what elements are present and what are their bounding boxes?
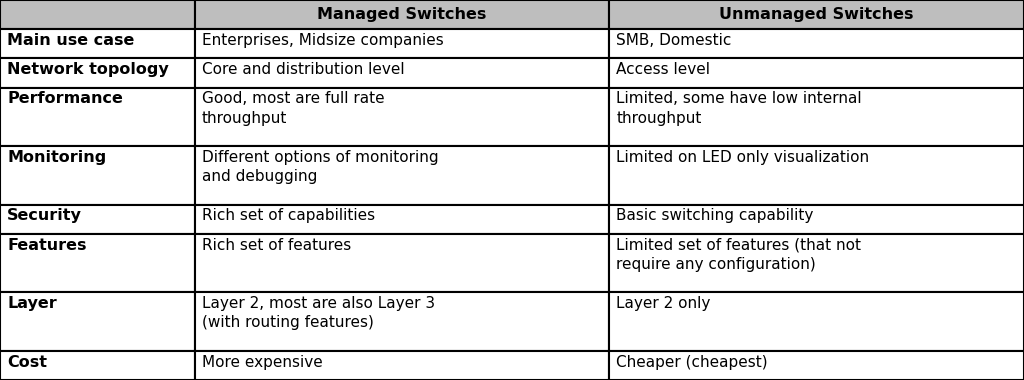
Text: Network topology: Network topology [7,62,169,77]
Text: Main use case: Main use case [7,33,134,48]
Bar [609,292,1024,351]
Text: Enterprises, Midsize companies: Enterprises, Midsize companies [202,33,443,48]
Bar [0,0,195,29]
Bar [0,234,195,292]
Text: Different options of monitoring
and debugging: Different options of monitoring and debu… [202,150,438,184]
Text: Layer: Layer [7,296,57,311]
Text: More expensive: More expensive [202,355,323,370]
Text: SMB, Domestic: SMB, Domestic [616,33,732,48]
Text: Layer 2 only: Layer 2 only [616,296,711,311]
Bar [0,59,195,88]
Bar [0,351,195,380]
Bar [195,29,609,59]
Bar [0,204,195,234]
Text: Basic switching capability: Basic switching capability [616,208,814,223]
Text: Managed Switches: Managed Switches [317,7,486,22]
Text: Rich set of capabilities: Rich set of capabilities [202,208,375,223]
Text: Limited, some have low internal
throughput: Limited, some have low internal throughp… [616,92,862,126]
Text: Features: Features [7,238,87,253]
Text: Performance: Performance [7,92,123,106]
Bar [195,59,609,88]
Text: Core and distribution level: Core and distribution level [202,62,404,77]
Text: Limited set of features (that not
require any configuration): Limited set of features (that not requir… [616,238,861,272]
Bar [609,204,1024,234]
Bar [195,351,609,380]
Text: Good, most are full rate
throughput: Good, most are full rate throughput [202,92,384,126]
Bar [0,292,195,351]
Bar [195,292,609,351]
Text: Cost: Cost [7,355,47,370]
Text: Layer 2, most are also Layer 3
(with routing features): Layer 2, most are also Layer 3 (with rou… [202,296,435,330]
Bar [609,88,1024,146]
Bar [195,0,609,29]
Bar [609,29,1024,59]
Bar [0,88,195,146]
Text: Cheaper (cheapest): Cheaper (cheapest) [616,355,768,370]
Bar [609,59,1024,88]
Text: Monitoring: Monitoring [7,150,106,165]
Bar [195,88,609,146]
Bar [195,234,609,292]
Text: Unmanaged Switches: Unmanaged Switches [720,7,913,22]
Bar [195,204,609,234]
Bar [609,146,1024,204]
Text: Limited on LED only visualization: Limited on LED only visualization [616,150,869,165]
Bar [609,234,1024,292]
Bar [0,146,195,204]
Bar [195,146,609,204]
Text: Rich set of features: Rich set of features [202,238,351,253]
Text: Access level: Access level [616,62,711,77]
Bar [609,351,1024,380]
Bar [609,0,1024,29]
Bar [0,29,195,59]
Text: Security: Security [7,208,82,223]
